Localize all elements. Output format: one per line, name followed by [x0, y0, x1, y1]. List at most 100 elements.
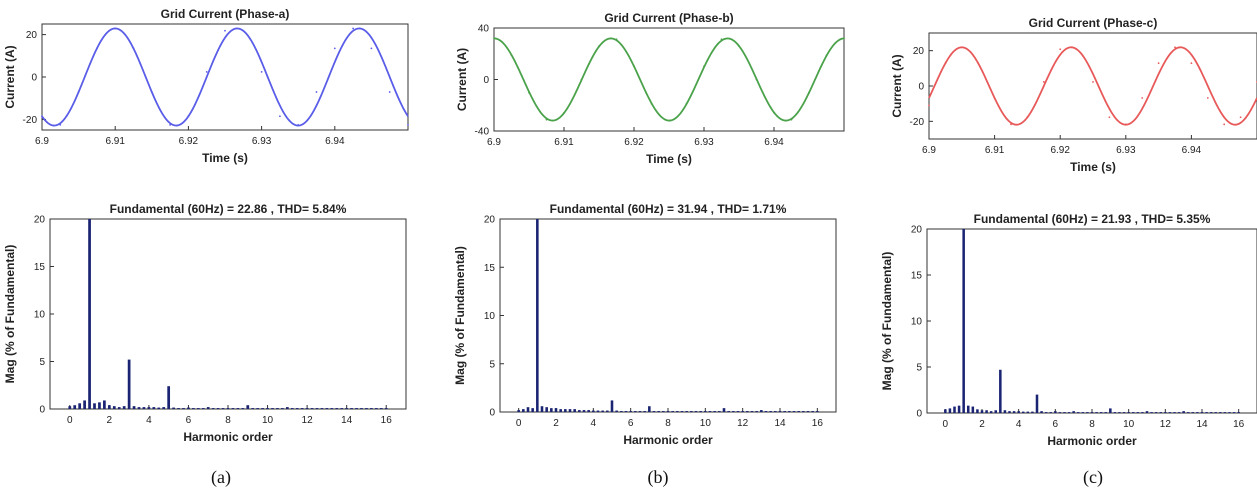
bar: [1067, 412, 1071, 413]
data-point: [703, 65, 705, 68]
bar: [741, 411, 744, 412]
bar: [1044, 412, 1048, 413]
data-point: [773, 111, 775, 114]
bar: [236, 408, 240, 409]
y-tick-label: 5: [489, 359, 495, 370]
data-point: [993, 97, 996, 99]
bar: [676, 411, 679, 412]
x-tick-label: 6.94: [325, 136, 345, 147]
bar: [1017, 411, 1020, 413]
bar: [643, 411, 646, 412]
bar: [1237, 412, 1240, 413]
chart-title: Fundamental (60Hz) = 22.86 , THD= 5.84%: [110, 202, 347, 216]
bar: [1113, 412, 1117, 413]
bar: [680, 411, 684, 412]
bar: [962, 229, 965, 413]
data-point: [260, 71, 263, 73]
bar: [310, 408, 314, 409]
x-tick-label: 6.94: [764, 137, 784, 148]
series-line: [928, 46, 1257, 126]
data-point: [1108, 116, 1111, 119]
data-point: [41, 115, 43, 118]
x-tick-label: 8: [225, 415, 231, 426]
bar: [685, 411, 688, 412]
x-axis-label: Time (s): [1070, 160, 1116, 174]
bar: [944, 409, 947, 413]
plot-area: [499, 218, 837, 413]
data-point: [580, 78, 583, 81]
plot-area: [926, 228, 1257, 414]
y-tick-label: 5: [916, 363, 922, 374]
data-point: [615, 38, 618, 41]
data-point: [96, 47, 98, 50]
bar: [340, 408, 344, 409]
bar: [147, 407, 151, 409]
y-axis-label: Current (A): [455, 48, 469, 111]
x-tick-label: 14: [1196, 419, 1208, 430]
data-point: [352, 27, 354, 30]
bar: [345, 408, 349, 409]
y-axis-label: Current (A): [890, 54, 904, 117]
bar: [88, 219, 91, 409]
bar: [1223, 412, 1227, 413]
bar: [980, 410, 984, 413]
bar: [167, 386, 171, 409]
bar: [746, 411, 749, 412]
bar: [1131, 412, 1135, 413]
y-tick-label: 20: [913, 46, 925, 57]
y-tick-label: 0: [483, 75, 489, 86]
x-tick-label: 16: [381, 415, 393, 426]
bar: [177, 408, 180, 409]
bar: [792, 411, 796, 412]
data-point: [944, 62, 947, 65]
data-point: [790, 118, 793, 121]
x-tick-label: 4: [1016, 419, 1022, 430]
data-point: [1157, 62, 1160, 65]
bar: [384, 408, 388, 409]
bar: [540, 406, 544, 412]
bar: [281, 408, 284, 409]
x-tick-label: 16: [1233, 419, 1245, 430]
bar: [221, 408, 225, 409]
y-tick-label: 15: [34, 262, 46, 273]
x-tick-label: 12: [1160, 419, 1172, 430]
y-tick-label: 15: [911, 271, 923, 282]
bar: [750, 411, 754, 412]
bar: [1205, 412, 1208, 413]
bar: [1008, 411, 1011, 413]
bar: [522, 409, 525, 412]
chart-title: Fundamental (60Hz) = 21.93 , THD= 5.35%: [974, 212, 1211, 226]
bar: [360, 408, 363, 409]
bar: [1232, 412, 1236, 413]
data-point: [114, 27, 117, 30]
data-point: [1174, 46, 1176, 49]
bar: [271, 408, 274, 409]
bar: [769, 411, 772, 412]
bar: [1150, 412, 1153, 413]
bar: [216, 408, 220, 409]
x-tick-label: 6.9: [35, 136, 49, 147]
bar: [615, 410, 618, 412]
x-tick-label: 16: [812, 418, 824, 429]
bar: [246, 405, 250, 409]
bar: [103, 400, 106, 409]
bar: [531, 408, 534, 412]
bar: [957, 405, 961, 413]
bar: [783, 411, 786, 412]
x-tick-label: 0: [943, 419, 949, 430]
bar: [276, 408, 279, 409]
bar: [1209, 412, 1213, 413]
data-point: [1190, 62, 1193, 65]
x-tick-label: 4: [591, 418, 597, 429]
bar: [330, 408, 334, 409]
bar: [122, 406, 126, 409]
x-axis-label: Harmonic order: [623, 433, 713, 447]
bar: [78, 403, 82, 409]
bar: [971, 406, 975, 413]
y-tick-label: 0: [918, 82, 924, 93]
bar: [335, 408, 339, 409]
bar: [620, 411, 623, 412]
bar: [610, 400, 614, 412]
bar: [629, 411, 632, 412]
bar: [1219, 412, 1222, 413]
